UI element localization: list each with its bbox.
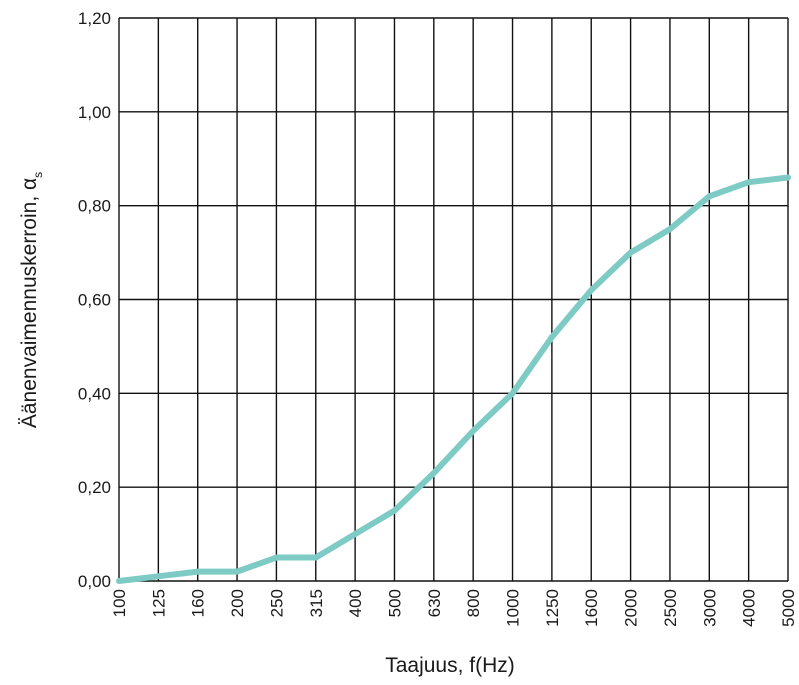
x-tick-label: 2500 [661,589,680,627]
y-tick-label: 0,60 [78,291,111,310]
x-tick-label: 400 [346,589,365,617]
x-tick-label: 630 [425,589,444,617]
data-point [236,571,238,573]
x-tick-label: 1000 [504,589,523,627]
data-point [275,557,277,559]
data-point [708,195,710,197]
data-point [630,252,632,254]
x-tick-label: 800 [464,589,483,617]
y-axis-label: Äänenvaimennuskerroin, αs [18,172,45,428]
x-tick-label: 125 [149,589,168,617]
y-axis-label-subscript: s [31,172,45,178]
x-tick-label: 315 [307,589,326,617]
y-tick-label: 0,20 [78,478,111,497]
data-point [748,181,750,183]
x-axis-ticks: 100 125 160 200 250 315 400 500 630 800 1000 1250 16… [110,589,798,627]
chart-series [116,174,791,584]
y-tick-label: 0,80 [78,197,111,216]
data-point [197,571,199,573]
y-tick-label: 1,20 [78,9,111,28]
x-tick-label: 500 [385,589,404,617]
x-tick-label: 250 [267,589,286,617]
data-point [669,228,671,230]
data-point [315,557,317,559]
x-axis-label: Taajuus, f(Hz) [385,654,515,677]
x-tick-label: 1250 [543,589,562,627]
y-tick-label: 0,40 [78,384,111,403]
y-tick-label: 1,00 [78,103,111,122]
data-point [472,430,474,432]
x-tick-label: 4000 [740,589,759,627]
data-point [433,472,435,474]
data-point [354,533,356,535]
y-axis-label-main: Äänenvaimennuskerroin, α [18,178,41,428]
data-point [551,336,553,338]
x-tick-label: 160 [189,589,208,617]
x-tick-label: 100 [110,589,129,617]
series-line [116,174,791,584]
x-tick-label: 2000 [622,589,641,627]
x-tick-label: 200 [228,589,247,617]
data-point [787,177,789,179]
x-tick-label: 5000 [779,589,798,627]
data-point [393,510,395,512]
x-tick-label: 1600 [582,589,601,627]
data-point [118,580,120,582]
data-point [157,575,159,577]
x-tick-label: 3000 [700,589,719,627]
y-axis-ticks: 0,00 0,20 0,40 0,60 0,80 1,00 1,20 [78,9,111,591]
y-tick-label: 0,00 [78,572,111,591]
data-point [590,289,592,291]
data-point [512,392,514,394]
chart-grid [118,17,789,582]
